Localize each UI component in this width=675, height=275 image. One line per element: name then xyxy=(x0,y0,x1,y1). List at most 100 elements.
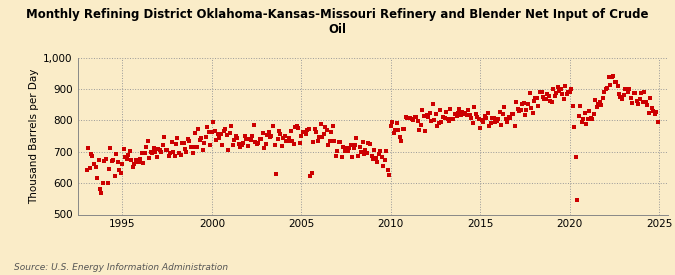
Point xyxy=(389,131,400,135)
Point xyxy=(224,131,235,135)
Point xyxy=(348,146,359,150)
Point xyxy=(431,124,442,128)
Y-axis label: Thousand Barrels per Day: Thousand Barrels per Day xyxy=(29,68,39,204)
Point xyxy=(299,129,310,134)
Point xyxy=(367,157,378,161)
Point xyxy=(257,131,268,136)
Point xyxy=(305,174,316,178)
Point xyxy=(452,111,463,115)
Point xyxy=(379,158,390,162)
Point xyxy=(520,113,531,117)
Point xyxy=(596,103,607,107)
Point xyxy=(269,143,280,147)
Point xyxy=(630,91,641,95)
Point xyxy=(547,100,558,104)
Point xyxy=(214,136,225,140)
Point xyxy=(217,143,227,148)
Point xyxy=(585,116,596,121)
Point xyxy=(494,110,505,115)
Point xyxy=(171,142,182,147)
Point xyxy=(350,143,360,147)
Point xyxy=(313,139,323,143)
Point xyxy=(190,131,200,135)
Point xyxy=(649,112,660,116)
Point xyxy=(340,149,350,154)
Point xyxy=(591,105,602,109)
Point xyxy=(326,130,337,134)
Point xyxy=(385,124,396,128)
Point xyxy=(562,92,572,96)
Point xyxy=(398,126,408,131)
Point xyxy=(262,132,273,137)
Point xyxy=(327,124,338,128)
Point xyxy=(95,187,105,191)
Point xyxy=(107,159,117,164)
Point xyxy=(314,134,325,139)
Point xyxy=(648,109,659,113)
Point xyxy=(617,97,628,101)
Point xyxy=(92,176,103,180)
Point xyxy=(317,135,327,139)
Point xyxy=(345,143,356,147)
Point xyxy=(284,135,295,140)
Point xyxy=(404,115,414,120)
Point xyxy=(153,147,163,152)
Point xyxy=(490,120,501,124)
Point xyxy=(160,148,171,152)
Point xyxy=(518,101,529,105)
Point xyxy=(319,132,329,136)
Point xyxy=(394,135,405,139)
Point xyxy=(597,96,608,100)
Point xyxy=(123,153,134,157)
Point xyxy=(458,112,469,116)
Point xyxy=(235,145,246,149)
Point xyxy=(126,157,137,162)
Point xyxy=(227,143,238,148)
Point xyxy=(499,104,510,109)
Point xyxy=(283,139,294,143)
Point xyxy=(524,91,535,95)
Point xyxy=(475,125,486,130)
Point xyxy=(351,136,362,140)
Point xyxy=(366,153,377,158)
Point xyxy=(232,136,243,140)
Point xyxy=(187,150,198,155)
Point xyxy=(462,112,472,117)
Point xyxy=(213,132,223,136)
Point xyxy=(469,105,480,110)
Point xyxy=(234,142,244,146)
Point xyxy=(342,148,353,153)
Point xyxy=(147,151,158,155)
Point xyxy=(556,87,566,92)
Point xyxy=(207,130,217,134)
Point xyxy=(344,146,354,150)
Point xyxy=(488,116,499,120)
Point xyxy=(603,75,614,79)
Point xyxy=(549,94,560,98)
Point xyxy=(491,119,502,123)
Point xyxy=(481,116,491,120)
Point xyxy=(124,149,135,153)
Point xyxy=(277,144,288,148)
Point xyxy=(252,141,263,145)
Point xyxy=(263,130,274,134)
Point xyxy=(156,150,167,154)
Point xyxy=(421,113,432,117)
Point xyxy=(511,100,522,104)
Point xyxy=(109,174,120,178)
Point xyxy=(514,109,524,114)
Point xyxy=(408,118,418,122)
Point xyxy=(363,141,374,146)
Point xyxy=(614,92,624,96)
Point xyxy=(177,141,188,145)
Point xyxy=(573,114,584,118)
Point xyxy=(200,135,211,139)
Point xyxy=(288,142,299,146)
Point xyxy=(101,156,111,161)
Point xyxy=(272,137,283,142)
Point xyxy=(594,100,605,104)
Point xyxy=(478,120,489,125)
Point xyxy=(563,90,574,94)
Point xyxy=(90,165,101,170)
Point xyxy=(611,79,622,84)
